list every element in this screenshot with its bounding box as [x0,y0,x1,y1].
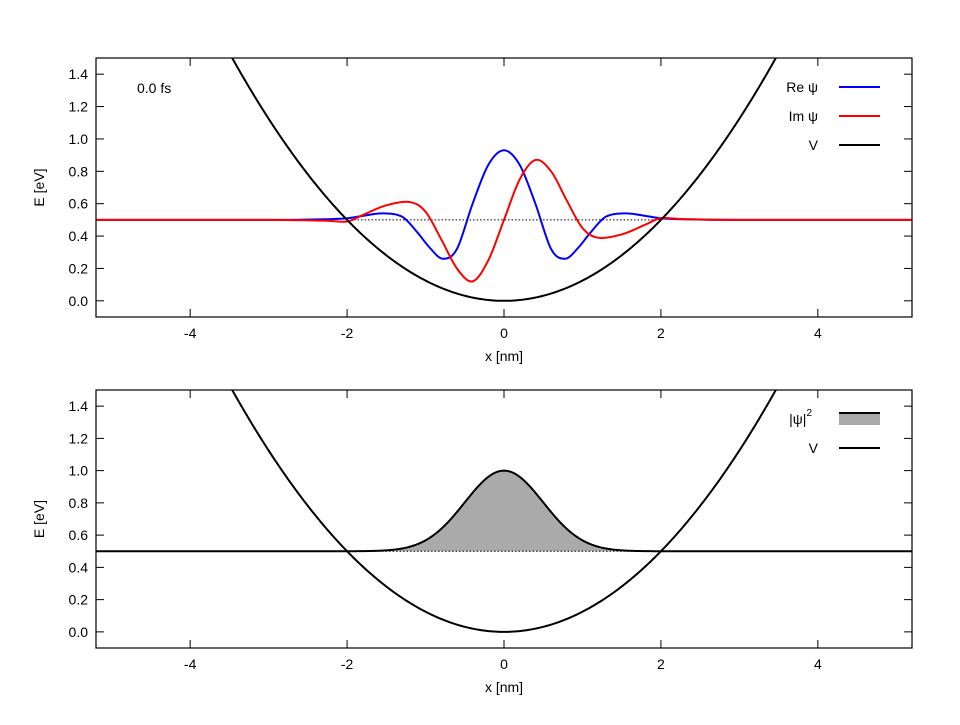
y-tick-label: 0.6 [69,196,89,212]
series-line-re-psi [96,149,912,260]
plot-area [96,390,912,633]
y-tick-label: 1.2 [69,99,89,115]
top-panel: -4 -2 0 2 4 0.0 0.2 0.4 0.6 0.8 1.0 1.2 1.4 x [nm] E [… [31,57,913,364]
y-tick-label: 0.8 [69,163,89,179]
y-tick-label: 0.4 [69,559,89,575]
legend-swatch [839,413,880,425]
x-tick-label: 0 [500,656,508,672]
series-line-im-psi [96,158,912,283]
x-tick-label: 4 [814,656,822,672]
x-tick-label: -2 [341,656,354,672]
y-tick-label: 0.0 [69,293,89,309]
y-tick-label: 0.8 [69,495,89,511]
y-tick-label: 0.2 [69,260,89,276]
x-axis-label: x [nm] [485,679,523,695]
x-tick-label: -4 [184,656,197,672]
x-tick-label: 0 [500,325,508,341]
y-tick-label: 0.2 [69,592,89,608]
x-tick-label: -2 [341,325,354,341]
legend-label: Im ψ [789,108,818,124]
y-axis-label: E [eV] [31,168,47,206]
y-tick-label: 1.0 [69,131,89,147]
y-tick-label: 1.0 [69,463,89,479]
plot-area [96,58,912,302]
y-tick-label: 1.2 [69,430,89,446]
legend: Re ψ Im ψ V [786,79,880,153]
y-tick-label: 0.6 [69,527,89,543]
axis-frame [95,57,913,318]
x-tick-label: 4 [814,325,822,341]
y-tick-label: 0.0 [69,624,89,640]
legend: |ψ|2 V [789,408,880,456]
legend-label: V [809,137,819,153]
legend-label: Re ψ [786,79,818,95]
area-fill-psi-squared [96,470,912,552]
y-tick-label: 1.4 [69,398,89,414]
legend-label: |ψ|2 [789,408,812,427]
series-line-potential [231,58,777,302]
x-tick-label: -4 [184,325,197,341]
x-axis-label: x [nm] [485,348,523,364]
bottom-panel: -4 -2 0 2 4 0.0 0.2 0.4 0.6 0.8 1.0 1.2 1.4 x [nm] E [… [31,389,913,695]
x-tick-label: 2 [657,656,665,672]
time-annotation: 0.0 fs [137,80,171,96]
y-tick-label: 0.4 [69,228,89,244]
x-tick-label: 2 [657,325,665,341]
legend-superscript: 2 [806,408,812,419]
series-line-psi-squared [96,469,912,553]
legend-label: V [809,440,819,456]
series-line-potential [231,390,777,633]
y-axis-label: E [eV] [31,500,47,538]
y-tick-label: 1.4 [69,66,89,82]
